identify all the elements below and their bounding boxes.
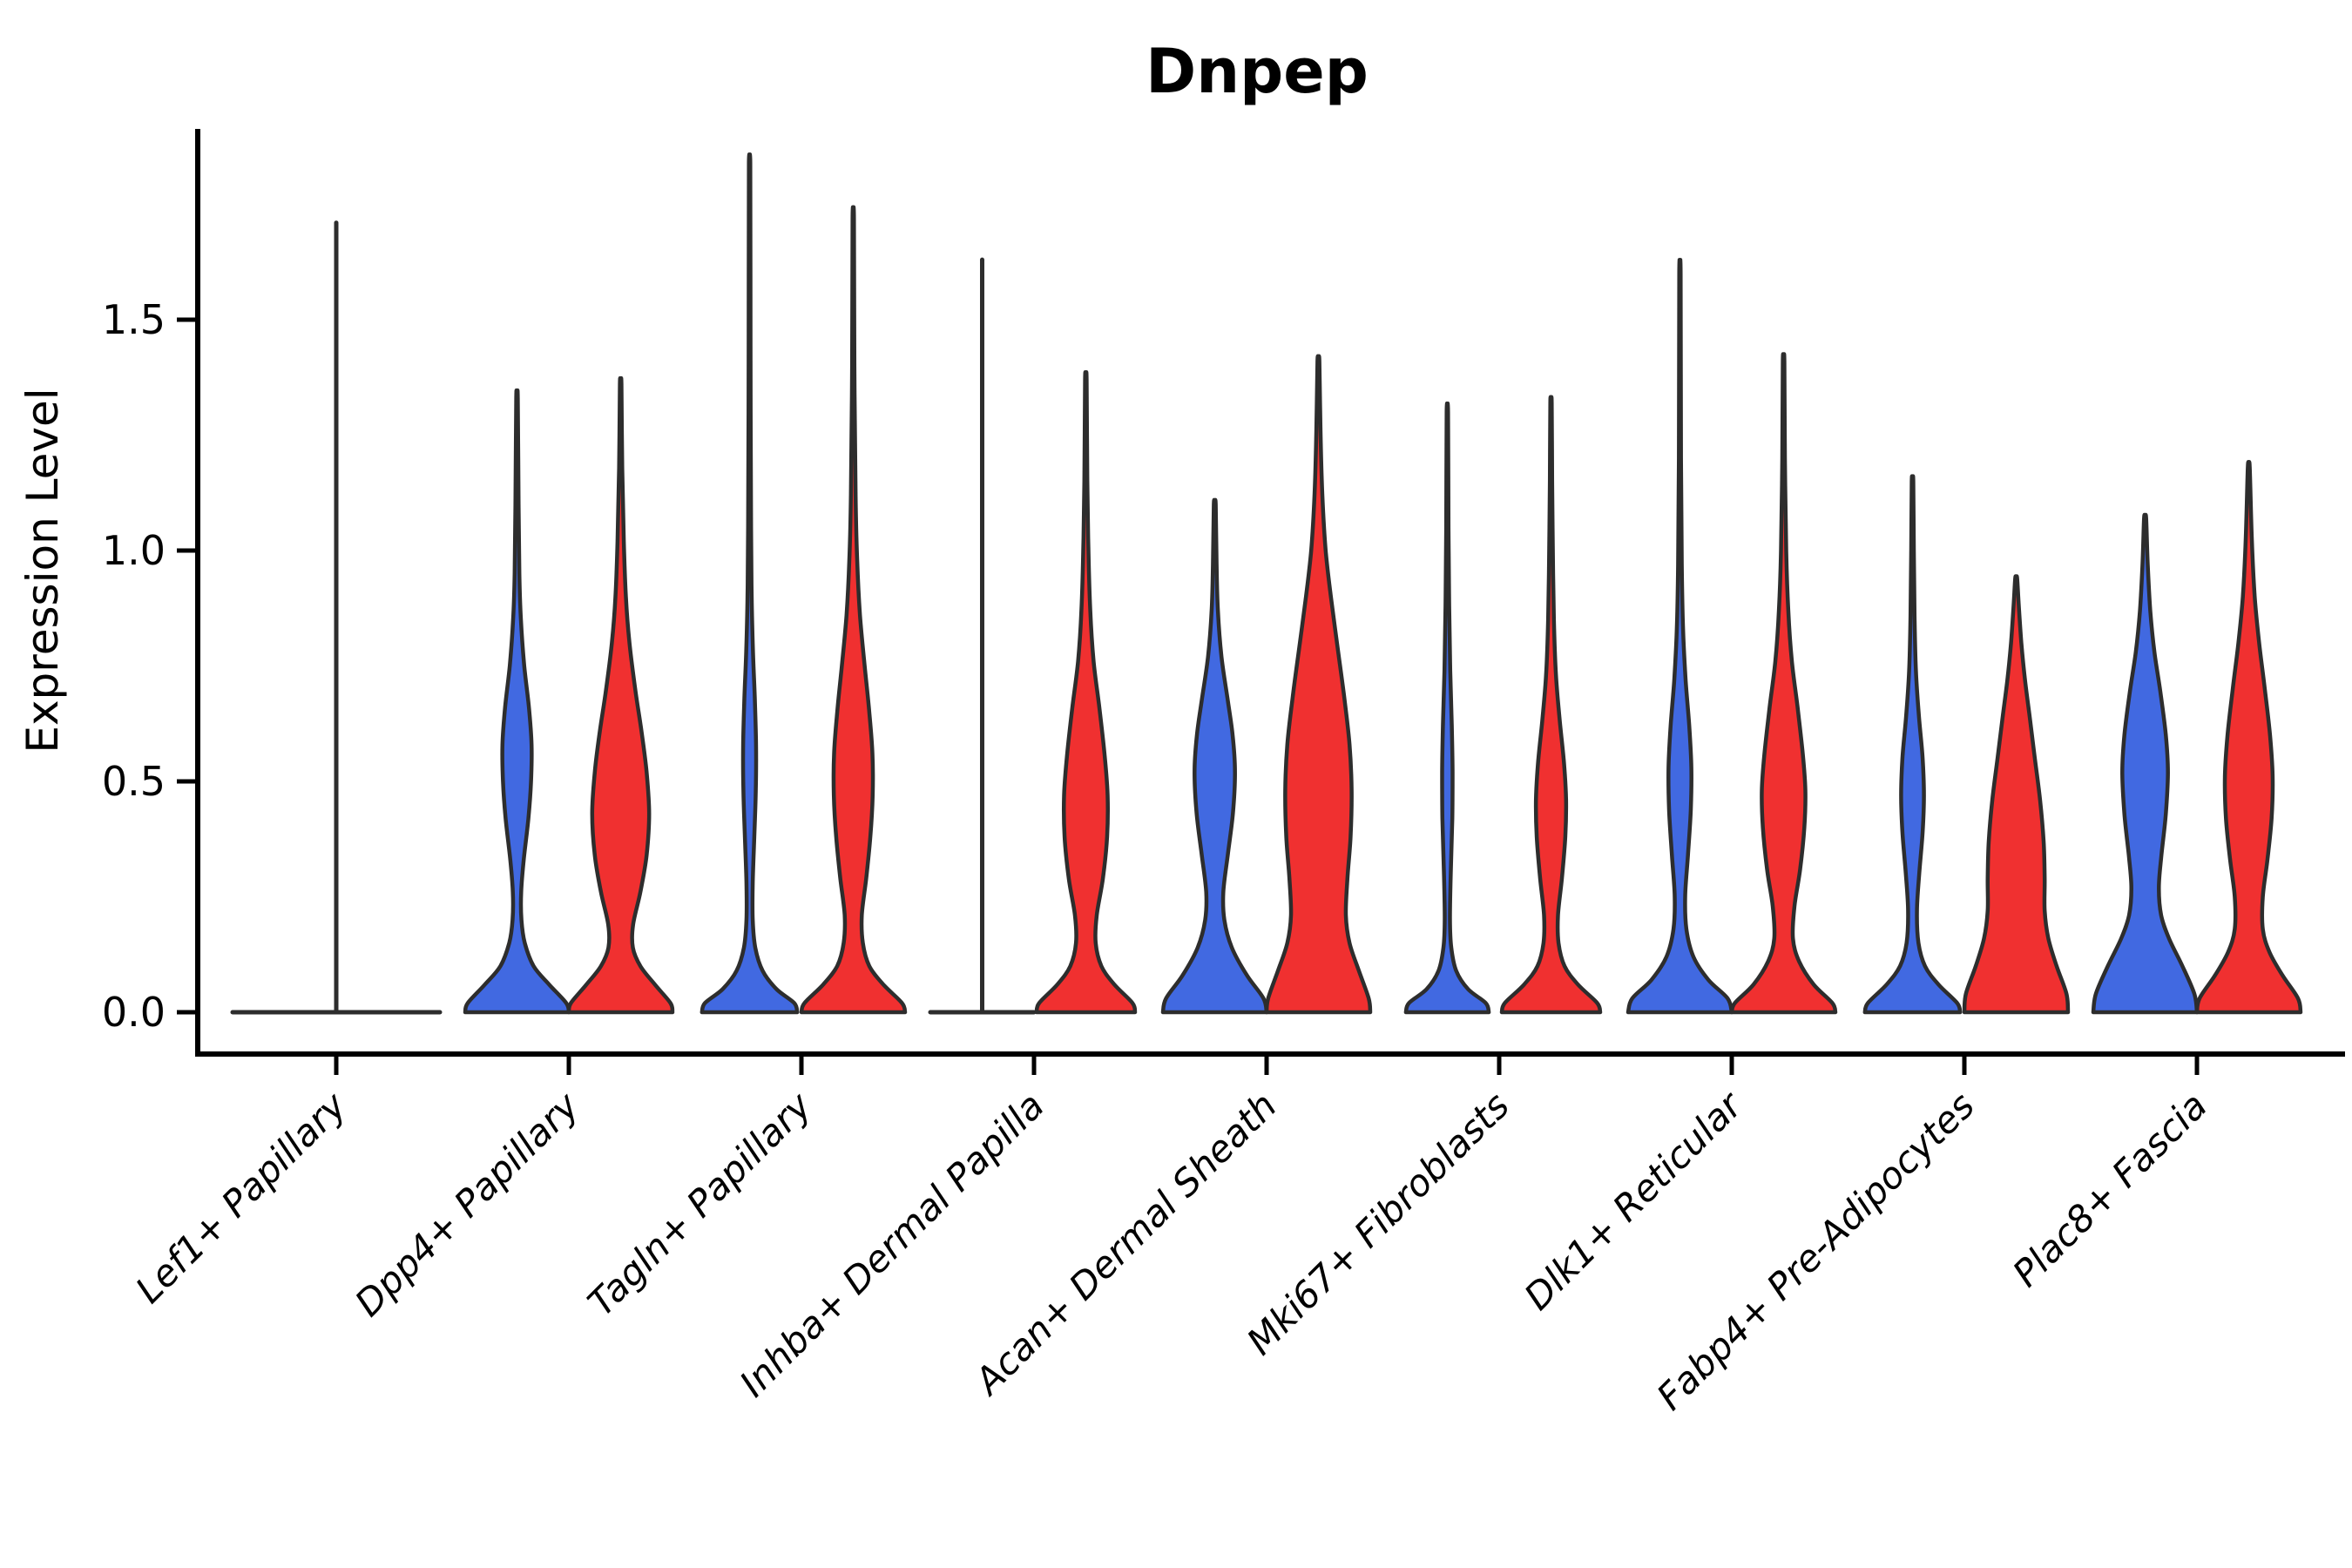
- y-tick-label-0.5: 0.5: [102, 758, 166, 805]
- violin-red-3: [1034, 370, 1138, 1015]
- violin-blue-2: [700, 152, 800, 1015]
- x-tick-label-2: Tagln+ Papillary: [579, 1084, 821, 1325]
- violin-red-7: [1962, 574, 2071, 1015]
- y-tick-label-1.0: 1.0: [102, 527, 166, 574]
- x-tick-label-6: Dlk1+ Reticular: [1516, 1082, 1752, 1318]
- violin-blue-6: [1625, 258, 1734, 1015]
- violin-red-8: [2194, 460, 2303, 1015]
- y-axis-label: Expression Level: [17, 388, 68, 753]
- violin-red-5: [1499, 395, 1603, 1015]
- violin-blue-1: [463, 388, 571, 1015]
- violin-blue-5: [1403, 402, 1491, 1015]
- y-tick-label-1.5: 1.5: [102, 296, 166, 343]
- violin-red-4: [1264, 354, 1373, 1015]
- y-tick-label-0.0: 0.0: [102, 989, 166, 1036]
- violin-red-6: [1729, 352, 1838, 1015]
- chart-title: Dnpep: [1146, 36, 1369, 107]
- violin-blue-8: [2091, 512, 2200, 1015]
- x-tick-label-8: Plac8+ Fascia: [2004, 1084, 2215, 1294]
- violin-red-1: [566, 375, 675, 1015]
- x-tick-label-1: Dpp4+ Papillary: [347, 1084, 588, 1325]
- violin-red-2: [799, 205, 908, 1015]
- x-tick-label-0: Lef1+ Papillary: [127, 1084, 355, 1312]
- x-tick-label-5: Mki67+ Fibroblasts: [1239, 1084, 1517, 1362]
- violin-blue-7: [1862, 474, 1963, 1015]
- violin-blue-4: [1160, 497, 1269, 1015]
